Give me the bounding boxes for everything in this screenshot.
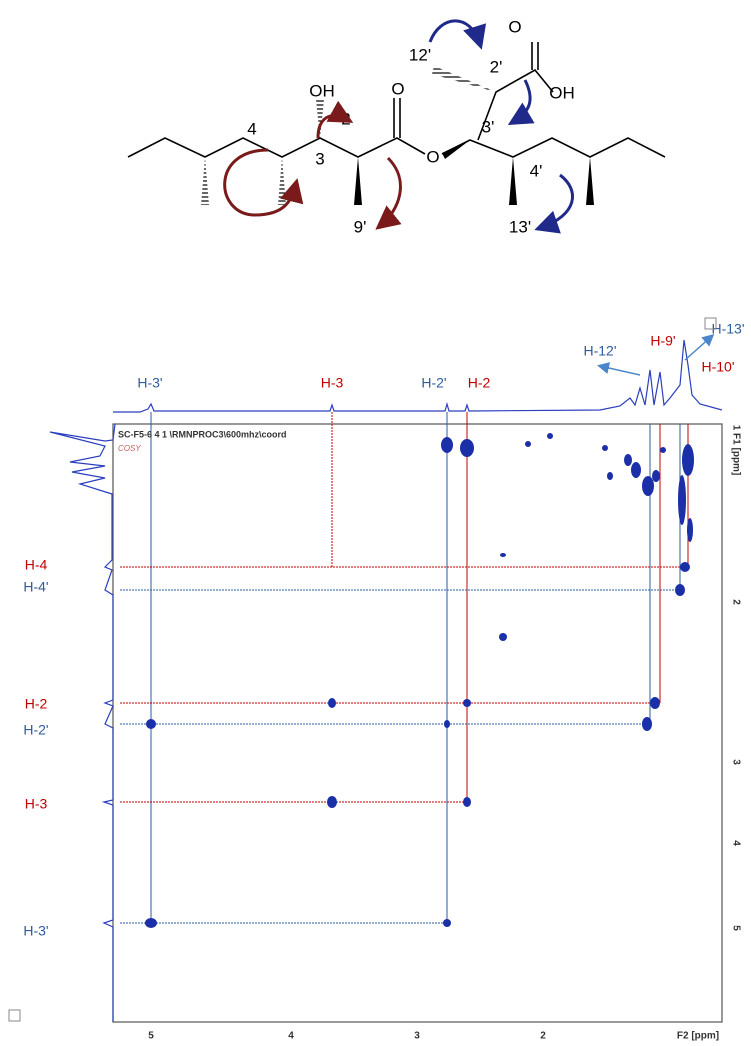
atom-label: 9' <box>354 217 367 236</box>
peak-label: H-2 <box>25 696 48 712</box>
peak-label: H-3' <box>137 375 162 391</box>
f2-projection <box>113 339 723 413</box>
spectrum-header: SC-F5-6 4 1 \RMNPROC3\600mhz\coord <box>118 429 287 439</box>
peak-label: H-4' <box>23 579 48 595</box>
atom-label: 4 <box>247 119 256 138</box>
peak-label: H-12' <box>583 343 616 359</box>
guide-lines <box>120 412 689 924</box>
y-tick-label: 3 <box>730 759 741 765</box>
arrow <box>534 173 575 234</box>
atom-label: O <box>508 17 521 36</box>
x-tick-label: 4 <box>288 1031 294 1042</box>
peak-label: H-2' <box>421 375 446 391</box>
icon <box>704 317 717 330</box>
arrow <box>684 334 715 361</box>
atom-label: 12' <box>409 45 431 64</box>
atom-label: OH <box>309 81 335 100</box>
peak-label: H-9' <box>650 333 675 349</box>
y-tick-label: 4 <box>730 840 741 846</box>
x-tick-label: 2 <box>540 1031 546 1042</box>
arrow <box>597 362 641 376</box>
atom-label: O <box>391 79 404 98</box>
plot-frame <box>112 423 723 1023</box>
peak-label: H-4 <box>25 557 48 573</box>
arrow <box>375 156 402 230</box>
peak-label: H-2 <box>468 375 491 391</box>
arrow <box>223 148 304 217</box>
peak-label: H-3 <box>321 375 344 391</box>
peak-label: H-2' <box>23 722 48 738</box>
cross-peaks <box>145 433 694 928</box>
arrow <box>507 79 535 126</box>
atom-label: 4' <box>530 161 543 180</box>
y-tick-label: 5 <box>730 925 741 931</box>
atom-label: 2' <box>490 57 503 76</box>
x-tick-label: 3 <box>414 1031 420 1042</box>
peak-label: H-3' <box>23 923 48 939</box>
y-tick-label: 2 <box>730 599 741 605</box>
y-axis-label: 1 F1 [ppm] <box>730 425 741 476</box>
peak-label: H-3 <box>25 796 48 812</box>
atom-label: O <box>426 147 439 166</box>
atom-label: 3' <box>482 117 495 136</box>
atom-label: 3 <box>315 149 324 168</box>
peak-label: H-13' <box>711 321 744 337</box>
icon <box>8 1009 21 1022</box>
experiment: COSY <box>118 444 141 453</box>
arrow <box>428 19 487 50</box>
peak-label: H-10' <box>701 359 734 375</box>
x-axis-label: F2 [ppm] <box>677 1031 719 1042</box>
atom-label: 13' <box>509 217 531 236</box>
x-tick-label: 5 <box>148 1031 154 1042</box>
f1-projection <box>49 423 116 1022</box>
structure: OH O 4 3 2 9' O 12' 2' O OH 3' 4' 13' <box>127 17 666 236</box>
atom-label: OH <box>549 83 575 102</box>
arrow <box>316 100 354 139</box>
